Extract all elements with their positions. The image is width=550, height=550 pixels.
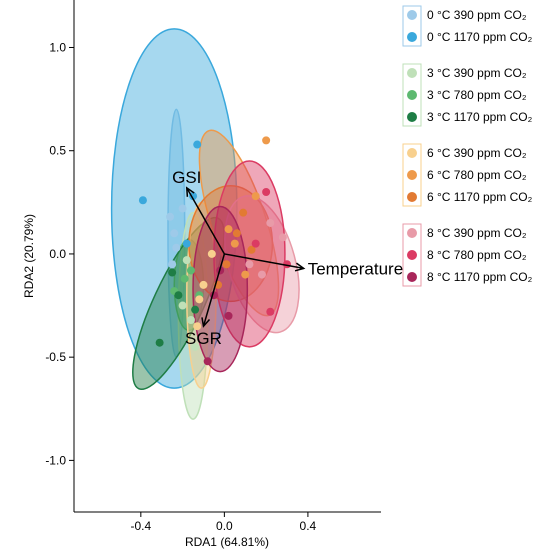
y-axis-title: RDA2 (20.79%) [22, 214, 36, 298]
point-0-c-390-ppm-co [168, 260, 177, 269]
point-6-c-780-ppm-co [230, 239, 239, 248]
point-3-c-390-ppm-co [186, 316, 195, 324]
axes [73, 0, 381, 513]
legend-group-box [402, 223, 422, 287]
point-6-c-390-ppm-co [207, 249, 216, 258]
x-ticks: -0.4 0.0 0.4 [130, 512, 317, 533]
legend-swatch-0-c-390-ppm-co [407, 10, 417, 20]
legend-group-box [402, 63, 422, 127]
ellipse-3-c-1170-ppm-co [132, 216, 225, 391]
arrow-gsi [186, 187, 226, 255]
point-6-c-780-ppm-co [241, 270, 250, 279]
y-tick-label: 0.0 [49, 247, 66, 261]
legend-swatch-0-c-1170-ppm-co [407, 32, 417, 42]
point-0-c-390-ppm-co [178, 204, 187, 213]
arrowhead-temperature [294, 262, 306, 272]
legend: 0 °C 390 ppm CO₂ 0 °C 1170 ppm CO₂ 3 °C 39… [402, 5, 533, 287]
point-0-c-1170-ppm-co [182, 239, 191, 248]
legend-swatch-6-c-780-ppm-co [407, 170, 417, 180]
point-8-c-780-ppm-co [266, 307, 275, 316]
legend-swatch-6-c-390-ppm-co [407, 148, 417, 158]
legend-swatch-3-c-390-ppm-co [407, 68, 417, 78]
point-6-c-1170-ppm-co [247, 245, 256, 254]
point-3-c-390-ppm-co [178, 301, 187, 310]
arrowhead-gsi [185, 186, 195, 197]
point-0-c-390-ppm-co [174, 175, 183, 184]
point-3-c-1170-ppm-co [168, 268, 177, 277]
legend-label-6-c-390-ppm-co: 6 °C 390 ppm CO₂ [427, 146, 527, 160]
biplot-label-gsi: GSI [172, 168, 201, 187]
point-6-c-390-ppm-co [195, 295, 204, 304]
ellipse-0-c-1170-ppm-co [110, 28, 238, 389]
legend-label-3-c-390-ppm-co: 3 °C 390 ppm CO₂ [427, 66, 527, 80]
ellipse-8-c-1170-ppm-co [192, 205, 249, 373]
point-8-c-390-ppm-co [278, 233, 287, 242]
sample-points [138, 136, 292, 366]
legend-label-8-c-1170-ppm-co: 8 °C 1170 ppm CO₂ [427, 270, 533, 284]
legend-label-3-c-780-ppm-co: 3 °C 780 ppm CO₂ [427, 88, 527, 102]
legend-label-0-c-1170-ppm-co: 0 °C 1170 ppm CO₂ [427, 30, 533, 44]
point-8-c-1170-ppm-co [224, 311, 233, 320]
point-0-c-390-ppm-co [170, 229, 179, 238]
point-6-c-780-ppm-co [224, 225, 233, 234]
y-tick-label: 0.5 [49, 144, 66, 158]
confidence-ellipses [110, 28, 300, 420]
point-3-c-1170-ppm-co [155, 338, 164, 347]
point-6-c-1170-ppm-co [222, 260, 231, 269]
legend-swatch-3-c-780-ppm-co [407, 90, 417, 100]
legend-label-3-c-1170-ppm-co: 3 °C 1170 ppm CO₂ [427, 110, 533, 124]
legend-swatch-3-c-1170-ppm-co [407, 112, 417, 122]
point-0-c-390-ppm-co [172, 243, 181, 252]
x-axis-title: RDA1 (64.81%) [185, 535, 269, 549]
point-0-c-1170-ppm-co [138, 196, 147, 205]
legend-group-box [402, 5, 422, 47]
point-6-c-390-ppm-co [199, 280, 208, 289]
point-8-c-390-ppm-co [257, 270, 266, 279]
point-0-c-390-ppm-co [166, 212, 175, 221]
point-3-c-780-ppm-co [186, 266, 195, 275]
point-3-c-780-ppm-co [180, 274, 189, 283]
legend-swatch-8-c-1170-ppm-co [407, 272, 417, 282]
point-8-c-780-ppm-co [262, 188, 271, 196]
legend-swatch-8-c-780-ppm-co [407, 250, 417, 260]
biplot-label-sgr: SGR [185, 329, 222, 348]
point-6-c-1170-ppm-co [232, 229, 241, 238]
point-3-c-1170-ppm-co [174, 291, 183, 300]
point-6-c-780-ppm-co [251, 192, 260, 201]
arrow-sgr [202, 253, 226, 327]
biplot-arrows: GSI SGR Temperature [172, 168, 403, 348]
point-8-c-390-ppm-co [266, 218, 275, 227]
y-tick-label: -0.5 [45, 350, 66, 364]
arrow-temperature [224, 253, 304, 270]
point-6-c-1170-ppm-co [239, 208, 248, 217]
legend-label-8-c-780-ppm-co: 8 °C 780 ppm CO₂ [427, 248, 527, 262]
point-6-c-780-ppm-co [262, 136, 271, 145]
x-tick-label: 0.0 [216, 519, 233, 533]
point-0-c-1170-ppm-co [193, 140, 202, 149]
point-8-c-390-ppm-co [245, 260, 254, 269]
legend-label-6-c-1170-ppm-co: 6 °C 1170 ppm CO₂ [427, 190, 533, 204]
point-3-c-1170-ppm-co [191, 305, 200, 314]
point-6-c-390-ppm-co [193, 322, 202, 331]
legend-label-8-c-390-ppm-co: 8 °C 390 ppm CO₂ [427, 226, 527, 240]
legend-group-box [402, 143, 422, 207]
y-tick-label: 1.0 [49, 40, 66, 54]
x-tick-label: 0.4 [300, 519, 317, 533]
legend-swatch-6-c-1170-ppm-co [407, 192, 417, 202]
point-8-c-780-ppm-co [251, 239, 260, 248]
biplot-label-temperature: Temperature [308, 259, 403, 278]
legend-label-6-c-780-ppm-co: 6 °C 780 ppm CO₂ [427, 168, 527, 182]
point-3-c-390-ppm-co [182, 256, 191, 265]
y-tick-label: -1.0 [45, 453, 66, 467]
y-ticks: -1.0 -0.5 0.0 0.5 1.0 [45, 40, 74, 467]
arrowhead-sgr [201, 317, 211, 328]
point-8-c-1170-ppm-co [203, 357, 212, 366]
legend-label-0-c-390-ppm-co: 0 °C 390 ppm CO₂ [427, 8, 527, 22]
x-tick-label: -0.4 [130, 519, 151, 533]
legend-swatch-8-c-390-ppm-co [407, 228, 417, 238]
point-3-c-390-ppm-co [191, 342, 200, 351]
